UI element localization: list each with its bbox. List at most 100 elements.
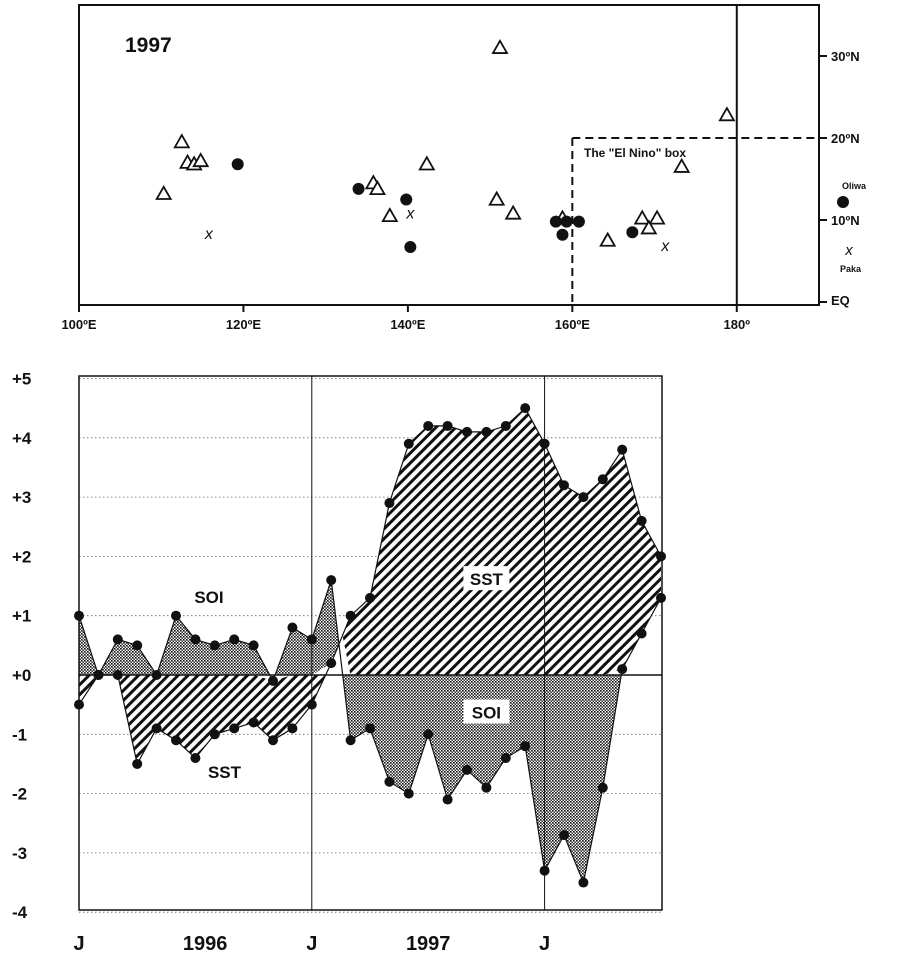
sst-point [597,474,608,485]
map-legend: Oliwa x Paka [837,181,867,274]
storm-circle-marker [231,158,244,171]
soi-point [268,675,278,686]
soi-point [520,741,531,752]
storm-triangle-marker [173,133,191,149]
soi-point [597,782,608,793]
annotation-background [185,583,232,608]
soi-point [636,628,647,639]
map-x-tick-label: 180º [724,317,751,332]
storm-triangle-marker [192,152,210,168]
storm-triangle-marker [381,207,399,223]
storm-circle-marker [400,193,413,206]
sst-point [617,444,628,455]
storm-triangle-marker [491,38,509,54]
sst-point [500,420,511,431]
y-tick-label: +1 [12,607,31,626]
sst-fill-region [342,408,661,675]
series-annotation: SOI [194,588,223,607]
sst-point [171,735,181,746]
el-nino-box: The "El Nino" box [571,137,819,305]
sst-point [326,658,337,669]
annotation-background [201,758,248,783]
sst-point [578,492,589,503]
y-tick-label: +3 [12,488,31,507]
soi-point [151,670,162,680]
soi-point [481,782,492,793]
sst-point [384,498,395,509]
y-tick-label: +2 [12,547,31,566]
soi-point [578,877,589,888]
storm-triangle-marker [633,209,651,225]
soi-fill-region [275,580,339,675]
storm-triangle-marker [640,219,658,235]
soi-point [306,634,317,645]
x-tick-label: 1997 [406,933,451,955]
sst-point [462,426,472,437]
map-x-tick-label: 120ºE [226,317,261,332]
storm-triangle-marker [504,204,522,220]
soi-fill-region [342,675,622,883]
soi-point [112,634,123,645]
sst-point [442,420,453,431]
storm-cross-marker: x [660,238,670,255]
map-x-ticks: 100ºE 120ºE 140ºE 160ºE 180º [61,305,750,332]
soi-point [132,640,143,651]
sst-point [345,610,356,621]
storm-triangle-marker [718,106,736,122]
y-tick-label: +4 [12,429,32,448]
sst-fill-region [117,675,326,764]
sst-point [423,420,434,431]
timeseries-frame [78,375,663,911]
annotation-background [463,699,510,724]
sst-point [93,670,104,680]
y-tick-label: -2 [12,785,27,804]
storm-triangle-marker [488,190,506,206]
ts-y-ticks: +5 +4 +3 +2 +1 +0 -1 -2 -3 -4 [12,370,32,923]
storm-triangle-marker [155,184,173,200]
sst-point [559,480,569,491]
soi-fill-region [98,639,157,675]
el-nino-box-label: The "El Nino" box [584,146,686,160]
soi-point [462,764,472,775]
soi-point [384,776,395,787]
soi-point [539,865,550,876]
storm-triangle-marker [599,231,617,247]
sst-point [306,699,317,710]
map-frame [78,4,820,306]
legend-paka-label: Paka [840,264,862,274]
map-title: 1997 [125,34,172,57]
x-tick-label: J [73,933,84,955]
y-tick-label: +5 [12,370,31,389]
storm-circle-marker [549,215,562,228]
legend-oliwa-marker [837,196,849,208]
soi-point [326,575,337,586]
sst-point [403,438,414,449]
sst-point [229,723,240,734]
series-annotation: SST [208,763,242,782]
sst-point [190,753,201,764]
map-y-tick-label: 30ºN [831,49,860,64]
map-markers: x x x [155,38,736,255]
map-x-tick-label: 100ºE [61,317,96,332]
x-tick-label: J [539,933,550,955]
sst-point [151,723,162,734]
soi-point [500,753,511,764]
sst-point [365,592,375,603]
map-panel: 1997 100ºE 120ºE 140ºE 160ºE 180º EQ 10ºN 20ºN… [61,4,867,332]
soi-point [171,610,181,621]
map-y-tick-label: 10ºN [831,213,860,228]
y-tick-label: -1 [12,725,27,744]
storm-circle-marker [404,241,417,254]
soi-point [617,664,628,675]
series-annotation: SOI [472,704,501,723]
sst-point [209,729,220,740]
storm-circle-marker [572,215,585,228]
soi-point [248,640,259,651]
soi-point [442,794,453,805]
y-tick-label: -4 [12,903,28,922]
soi-point [209,640,220,651]
storm-circle-marker [560,215,573,228]
legend-oliwa-label: Oliwa [842,181,867,191]
